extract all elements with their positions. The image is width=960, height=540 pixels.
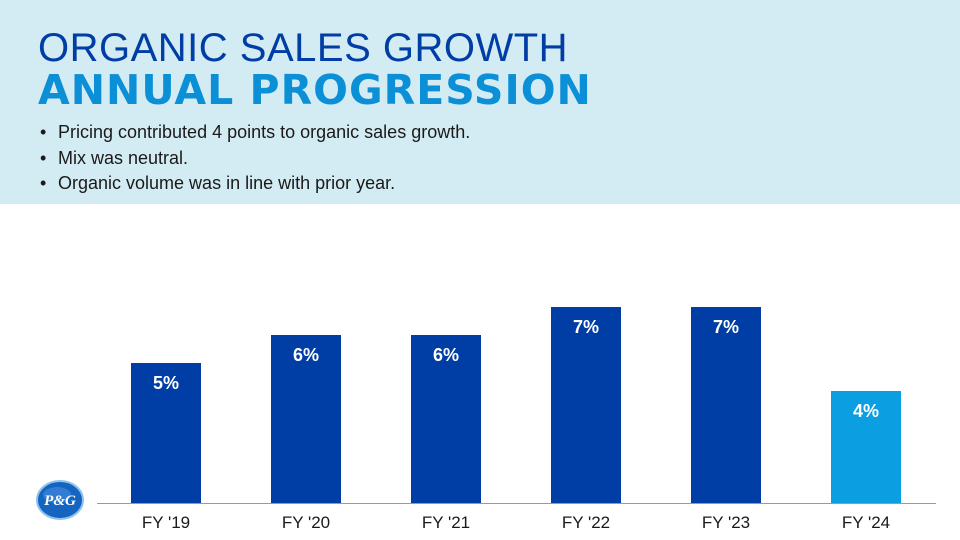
data-label-2: 6%	[433, 345, 459, 365]
bar-0	[131, 363, 201, 503]
x-tick-label-4: FY '23	[702, 513, 750, 532]
data-label-3: 7%	[573, 317, 599, 337]
x-tick-label-3: FY '22	[562, 513, 610, 532]
bar-4	[691, 307, 761, 503]
pg-logo: P&G	[36, 480, 84, 520]
bullet-list: • Pricing contributed 4 points to organic…	[40, 120, 470, 197]
data-label-0: 5%	[153, 373, 179, 393]
logo-text: P&G	[44, 493, 76, 509]
data-label-5: 4%	[853, 401, 879, 421]
bullet-item: • Mix was neutral.	[40, 147, 189, 168]
bullet-text: Mix was neutral.	[58, 147, 189, 168]
x-tick-label-5: FY '24	[842, 513, 890, 532]
data-label-4: 7%	[713, 317, 739, 337]
bullet-text: Pricing contributed 4 points to organic …	[58, 122, 471, 142]
title-line-1: ORGANIC SALES GROWTH	[38, 26, 569, 70]
x-tick-label-1: FY '20	[282, 513, 330, 532]
header-banner: ORGANIC SALES GROWTH ANNUAL PROGRESSION …	[0, 0, 960, 204]
bar-3	[551, 307, 621, 503]
x-tick-label-0: FY '19	[142, 513, 190, 532]
bar-2	[411, 335, 481, 503]
bar-chart: 5% FY '19 6% FY '20 6% FY '21 7% FY '22 7% FY '23…	[97, 307, 936, 532]
data-label-1: 6%	[293, 345, 319, 365]
bullet-item: • Organic volume was in line with prior y…	[40, 173, 396, 193]
title-line-2: ANNUAL PROGRESSION	[38, 66, 592, 114]
bar-1	[271, 335, 341, 503]
bullet-item: • Pricing contributed 4 points to organic…	[40, 122, 471, 142]
x-tick-label-2: FY '21	[422, 513, 470, 532]
bullet-text: Organic volume was in line with prior ye…	[58, 173, 396, 193]
bar-5	[831, 391, 901, 503]
